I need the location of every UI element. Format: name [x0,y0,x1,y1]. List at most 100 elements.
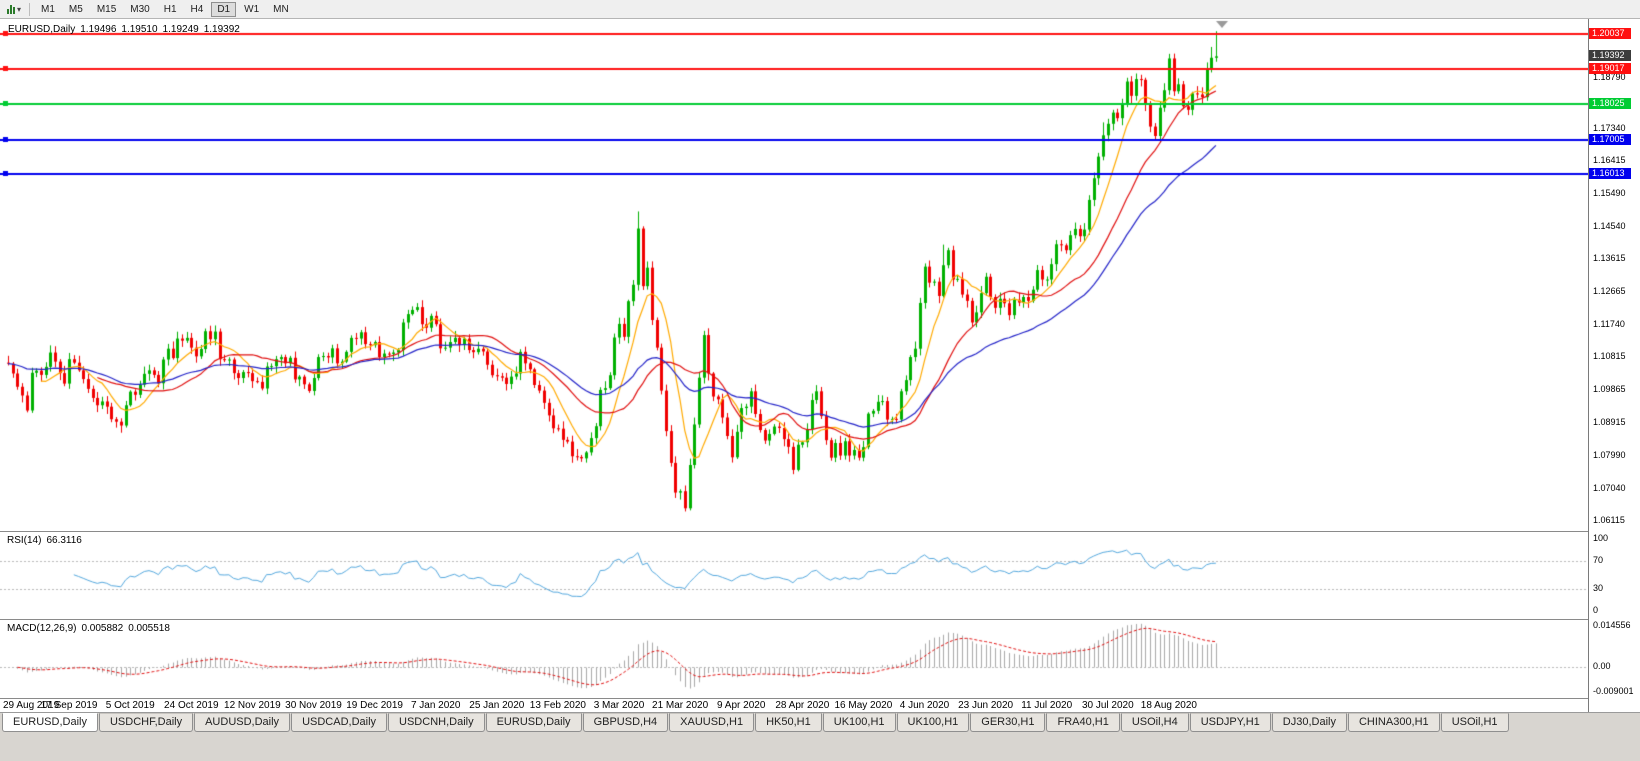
chart-tab[interactable]: CHINA300,H1 [1347,713,1440,732]
macd-signal-value: 0.005518 [128,623,170,634]
date-label: 11 Jul 2020 [1021,700,1073,711]
chart-tab[interactable]: USDCNH,Daily [388,713,485,732]
macd-axis-tick: 0.00 [1593,660,1611,671]
date-label: 4 Jun 2020 [899,700,950,711]
chevron-down-icon: ▾ [17,4,22,14]
rsi-value: 66.3116 [46,535,82,546]
timeframe-button-m1[interactable]: M1 [41,3,55,15]
macd-axis-tick: 0.014556 [1593,620,1631,630]
timeframe-button-m30[interactable]: M30 [130,3,150,15]
price-axis-tick: 1.13615 [1593,253,1626,264]
date-label: 9 Apr 2020 [717,700,766,711]
chart-tab-bar: EURUSD,Daily USDCHF,Daily AUDUSD,Daily USDC… [0,712,1640,761]
chart-tab[interactable]: UK100,H1 [896,713,970,732]
hline-price-label: 1.20037 [1589,27,1631,39]
rsi-axis-tick: 70 [1593,554,1604,565]
date-label: 21 Mar 2020 [652,700,709,711]
price-axis-tick: 1.09865 [1593,384,1626,395]
date-label: 13 Feb 2020 [529,700,586,711]
chart-close-value: 1.19392 [203,24,240,35]
timeframe-button-h4[interactable]: H4 [190,3,204,15]
timeframe-button-d1[interactable]: D1 [211,1,237,17]
date-label: 17 Sep 2019 [40,700,98,711]
chart-tab[interactable]: USDJPY,H1 [1189,713,1271,732]
charts-menu-button[interactable]: ▾ [3,3,25,15]
price-axis[interactable]: 1.18790 1.17340 1.16415 1.15490 1.14540 1.136… [1588,19,1640,712]
chart-tab[interactable]: UK100,H1 [822,713,896,732]
bar-chart-icon [7,4,15,14]
price-axis-tick: 1.14540 [1593,220,1626,231]
chart-tab[interactable]: EURUSD,Daily [485,713,582,732]
macd-indicator-panel: MACD(12,26,9) 0.005882 0.005518 [0,619,1588,698]
macd-axis-tick: -0.009001 [1593,686,1634,696]
date-label: 30 Nov 2019 [285,700,342,711]
chart-high-value: 1.19510 [121,24,158,35]
chart-title: EURUSD,Daily 1.19496 1.19510 1.19249 1.19392 [8,24,245,35]
date-label: 28 Apr 2020 [775,700,830,711]
timeframe-button-h1[interactable]: H1 [163,3,177,15]
price-axis-tick: 1.11740 [1593,318,1625,329]
chart-tab[interactable]: XAUUSD,H1 [669,713,755,732]
chart-tab[interactable]: HK50,H1 [755,713,822,732]
price-axis-tick: 1.10815 [1593,350,1626,361]
timeframe-button-mn[interactable]: MN [273,3,289,15]
date-label: 12 Nov 2019 [224,700,281,711]
chart-tab[interactable]: DJ30,Daily [1271,713,1347,732]
price-axis-tick: 1.07040 [1593,482,1626,493]
rsi-axis-tick: 30 [1593,583,1604,594]
hline-price-label: 1.18025 [1589,98,1631,110]
rsi-label: RSI(14) 66.3116 [7,535,87,546]
price-axis-tick: 1.18790 [1593,72,1626,83]
price-axis-tick: 1.15490 [1593,187,1626,198]
chart-tab[interactable]: FRA40,H1 [1046,713,1120,732]
chart-tab[interactable]: GBPUSD,H4 [582,713,669,732]
price-axis-tick: 1.06115 [1593,514,1625,525]
chart-open-value: 1.19496 [80,24,117,35]
rsi-name: RSI(14) [7,535,42,546]
price-axis-tick: 1.08915 [1593,417,1626,428]
macd-label: MACD(12,26,9) 0.005882 0.005518 [7,623,175,634]
chart-tab[interactable]: USOil,H4 [1120,713,1189,732]
time-axis[interactable]: 29 Aug 2019 17 Sep 2019 5 Oct 2019 24 Oct 2… [0,698,1588,712]
main-chart-canvas[interactable] [0,19,1588,531]
chart-tab[interactable]: EURUSD,Daily [2,713,98,732]
timeframe-button-w1[interactable]: W1 [244,3,260,15]
rsi-indicator-panel: RSI(14) 66.3116 [0,531,1588,619]
price-axis-tick: 1.07990 [1593,449,1626,460]
date-label: 19 Dec 2019 [346,700,403,711]
chart-tab[interactable]: USDCHF,Daily [98,713,194,732]
date-label: 30 Jul 2020 [1081,700,1134,711]
macd-name: MACD(12,26,9) [7,623,77,634]
price-axis-tick: 1.16415 [1593,155,1626,166]
date-label: 29 Aug 2019 [3,700,60,711]
date-label: 18 Aug 2020 [1140,700,1197,711]
rsi-axis-tick: 100 [1593,533,1609,543]
current-price-label: 1.19392 [1589,50,1631,62]
chart-tab[interactable]: USDCAD,Daily [291,713,388,732]
date-label: 3 Mar 2020 [593,700,645,711]
hline-price-label: 1.17005 [1589,133,1631,145]
price-axis-tick: 1.17340 [1593,122,1626,133]
macd-value: 0.005882 [81,623,124,634]
date-label: 24 Oct 2019 [164,700,219,711]
timeframe-button-m5[interactable]: M5 [68,3,83,15]
chart-low-value: 1.19249 [162,24,199,35]
date-label: 7 Jan 2020 [410,700,461,711]
date-label: 23 Jun 2020 [958,700,1014,711]
date-label: 25 Jan 2020 [469,700,525,711]
toolbar-separator [29,2,31,16]
timeframe-toolbar: ▾ M1 M5 M15 M30 H1 H4 D1 W1 MN [0,0,1640,19]
price-axis-tick: 1.12665 [1593,286,1626,297]
hline-price-label: 1.16013 [1589,168,1631,180]
main-chart-panel: EURUSD,Daily 1.19496 1.19510 1.19249 1.19392 [0,19,1588,531]
chart-tab[interactable]: USOil,H1 [1440,713,1509,732]
rsi-axis-tick: 0 [1593,605,1599,615]
hline-price-label: 1.19017 [1589,63,1631,75]
rsi-canvas[interactable] [0,532,1588,619]
chart-tab[interactable]: AUDUSD,Daily [194,713,291,732]
chart-tab[interactable]: GER30,H1 [970,713,1046,732]
macd-canvas[interactable] [0,620,1588,698]
date-label: 16 May 2020 [834,700,893,711]
timeframe-button-m15[interactable]: M15 [96,3,117,15]
